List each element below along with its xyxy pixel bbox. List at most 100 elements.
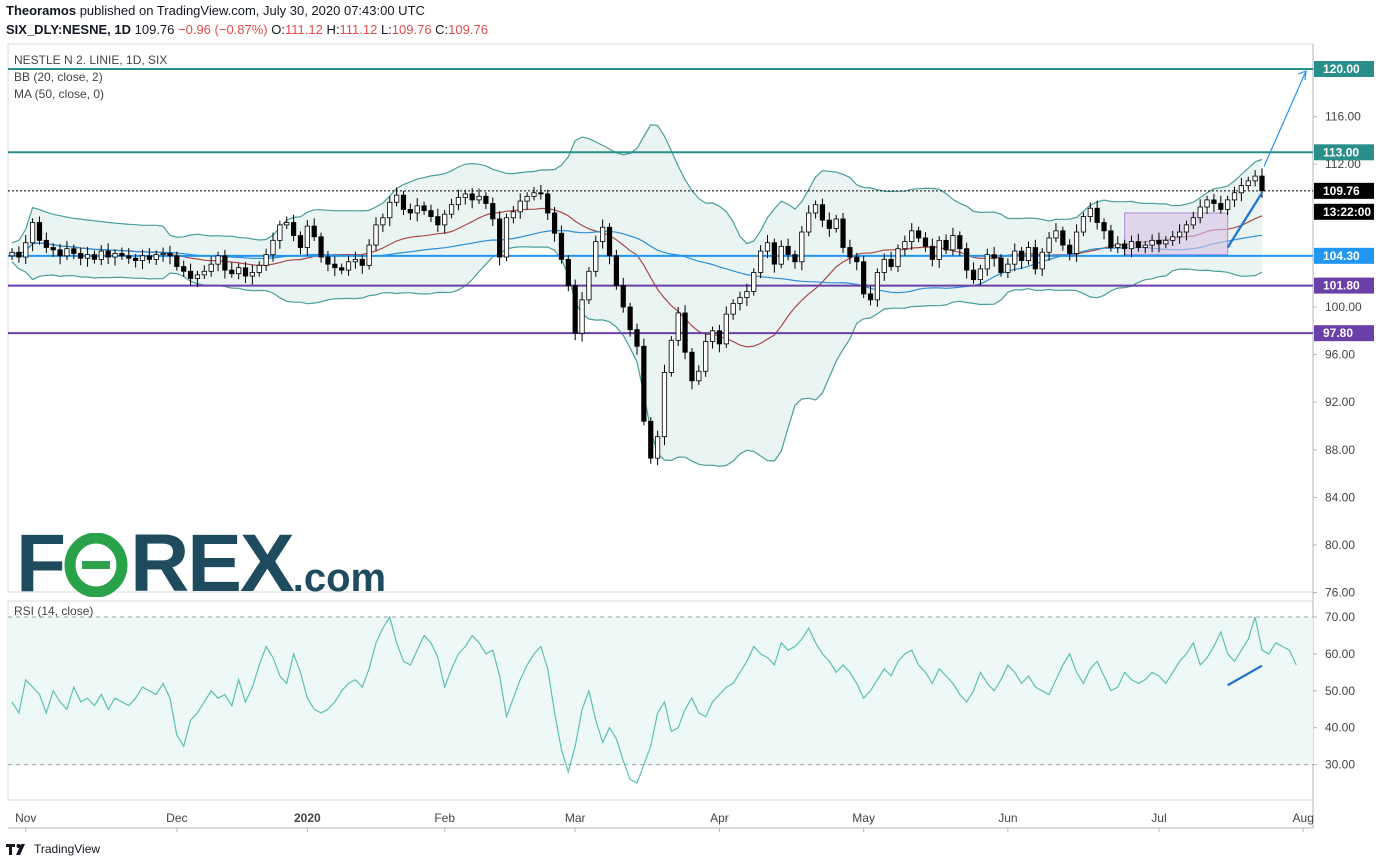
bb-legend[interactable]: BB (20, close, 2) — [14, 70, 103, 84]
candle[interactable] — [737, 297, 743, 304]
candle[interactable] — [531, 192, 537, 197]
candle[interactable] — [256, 264, 262, 273]
candle[interactable] — [455, 197, 462, 206]
candle[interactable] — [394, 194, 400, 203]
candle[interactable] — [764, 242, 771, 252]
candle[interactable] — [682, 312, 688, 353]
candle[interactable] — [139, 255, 146, 261]
candle[interactable] — [998, 257, 1004, 273]
candle[interactable] — [1115, 243, 1121, 248]
candle[interactable] — [476, 195, 482, 201]
candle[interactable] — [421, 205, 427, 212]
candle[interactable] — [1039, 251, 1045, 270]
candle[interactable] — [1259, 175, 1265, 192]
candle[interactable] — [723, 313, 729, 345]
candle[interactable] — [1211, 199, 1217, 204]
candle[interactable] — [36, 222, 43, 241]
candle[interactable] — [133, 257, 139, 261]
candle[interactable] — [105, 250, 111, 258]
candle[interactable] — [270, 239, 276, 256]
candle[interactable] — [1176, 231, 1183, 238]
candle[interactable] — [1073, 231, 1080, 254]
candle[interactable] — [1231, 192, 1238, 201]
rsi-legend[interactable]: RSI (14, close) — [14, 604, 94, 618]
candle[interactable] — [1190, 217, 1196, 226]
candle[interactable] — [78, 253, 84, 259]
candle[interactable] — [236, 267, 242, 275]
candle[interactable] — [593, 241, 599, 272]
ma-legend[interactable]: MA (50, close, 0) — [14, 87, 105, 101]
candle[interactable] — [1025, 247, 1032, 261]
candle[interactable] — [160, 253, 166, 256]
candle[interactable] — [867, 293, 874, 301]
candle[interactable] — [167, 253, 173, 257]
candle[interactable] — [819, 204, 826, 221]
candle[interactable] — [1204, 199, 1210, 208]
candle[interactable] — [1060, 230, 1066, 246]
candle[interactable] — [606, 226, 613, 257]
candle[interactable] — [483, 195, 489, 204]
candle[interactable] — [1122, 243, 1128, 250]
candle[interactable] — [558, 232, 565, 260]
candle[interactable] — [840, 218, 846, 248]
candle[interactable] — [50, 247, 56, 251]
candle[interactable] — [215, 255, 221, 265]
candle[interactable] — [799, 231, 805, 263]
candle[interactable] — [1238, 185, 1244, 194]
candle[interactable] — [648, 420, 654, 459]
candle[interactable] — [929, 245, 935, 260]
candle[interactable] — [435, 216, 441, 226]
candle[interactable] — [586, 270, 592, 301]
candle[interactable] — [1225, 199, 1231, 210]
candle[interactable] — [641, 345, 647, 422]
candle[interactable] — [194, 274, 201, 279]
rsi-line[interactable] — [11, 615, 1297, 784]
candle[interactable] — [922, 237, 929, 247]
candle[interactable] — [359, 258, 365, 266]
candle[interactable] — [1087, 207, 1093, 217]
candle[interactable] — [888, 258, 894, 267]
candle[interactable] — [442, 213, 448, 226]
candle[interactable] — [407, 209, 413, 214]
candle[interactable] — [579, 299, 585, 334]
candle[interactable] — [861, 261, 867, 295]
candle[interactable] — [751, 272, 757, 292]
candle[interactable] — [524, 195, 530, 202]
candle[interactable] — [957, 235, 963, 250]
candle[interactable] — [71, 248, 77, 254]
candle[interactable] — [297, 235, 304, 248]
candle[interactable] — [1108, 230, 1114, 248]
candle[interactable] — [1170, 236, 1176, 241]
candle[interactable] — [716, 330, 723, 345]
candle[interactable] — [311, 225, 317, 238]
candle[interactable] — [332, 263, 338, 269]
candle[interactable] — [970, 269, 977, 281]
candle[interactable] — [881, 258, 887, 273]
candle[interactable] — [545, 193, 551, 214]
candle[interactable] — [91, 254, 98, 260]
candle[interactable] — [30, 222, 36, 244]
candle[interactable] — [847, 247, 853, 258]
trendline[interactable] — [1226, 192, 1263, 249]
candle[interactable] — [792, 254, 798, 263]
candle[interactable] — [57, 249, 63, 257]
candle[interactable] — [181, 266, 187, 272]
candle[interactable] — [977, 268, 984, 281]
projection-arrow[interactable] — [1263, 70, 1307, 167]
candle[interactable] — [806, 212, 812, 233]
candle[interactable] — [709, 330, 716, 342]
candle[interactable] — [16, 251, 22, 258]
candle[interactable] — [174, 255, 180, 267]
candle[interactable] — [1012, 250, 1018, 265]
candle[interactable] — [758, 250, 764, 273]
candle[interactable] — [826, 219, 832, 229]
candle[interactable] — [1183, 224, 1190, 233]
candle[interactable] — [1128, 241, 1135, 250]
candle[interactable] — [469, 193, 475, 201]
candle[interactable] — [400, 194, 407, 210]
candle[interactable] — [208, 263, 214, 272]
candle[interactable] — [345, 261, 352, 271]
candle[interactable] — [744, 291, 750, 298]
candle[interactable] — [943, 239, 949, 251]
candle[interactable] — [1252, 175, 1258, 182]
